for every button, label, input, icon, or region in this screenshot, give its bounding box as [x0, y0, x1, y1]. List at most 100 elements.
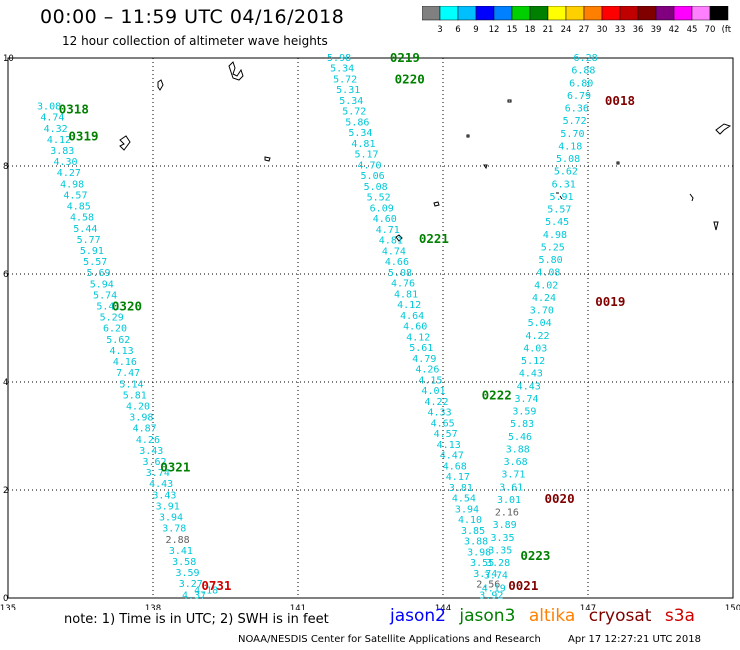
- colorbar-label: 30: [597, 25, 608, 35]
- time-label: 0019: [595, 294, 625, 309]
- swh-value: 5.81: [123, 390, 147, 401]
- swh-value: 5.77: [77, 235, 101, 246]
- sat-s3a: s3a: [664, 606, 695, 626]
- swh-value: 4.20: [126, 401, 150, 412]
- colorbar-label: (ft): [722, 25, 732, 35]
- swh-value: 5.31: [336, 85, 360, 96]
- swh-value: 3.35: [488, 545, 512, 556]
- swh-value: 6.88: [571, 66, 595, 77]
- colorbar-label: 33: [615, 25, 626, 35]
- swh-value: 5.44: [73, 224, 97, 235]
- swh-value: 5.74: [93, 290, 117, 301]
- swh-value: 5.70: [560, 129, 584, 140]
- swh-value: 3.91: [156, 501, 180, 512]
- swh-value: 4.24: [532, 293, 556, 304]
- swh-value: 4.03: [523, 343, 547, 354]
- swh-value: 4.57: [434, 429, 458, 440]
- time-label: 0223: [520, 548, 550, 563]
- island-outline: [483, 164, 488, 170]
- swh-value: 4.15: [418, 375, 442, 386]
- swh-value: 4.60: [403, 322, 427, 333]
- swh-value: 3.70: [530, 306, 554, 317]
- island-outline: [466, 134, 470, 138]
- swh-value: 4.76: [391, 279, 415, 290]
- footer: NOAA/NESDIS Center for Satellite Applica…: [238, 634, 701, 645]
- swh-value: 3.85: [461, 526, 485, 537]
- swh-value: 3.61: [499, 482, 523, 493]
- swh-value: 4.16: [113, 357, 137, 368]
- lat-tick-label: 10: [3, 54, 14, 64]
- swh-value: 4.58: [70, 213, 94, 224]
- swh-value: 5.14: [119, 379, 143, 390]
- colorbar-label: 36: [633, 25, 644, 35]
- swh-value: 4.98: [543, 230, 567, 241]
- swh-value: 4.02: [534, 280, 558, 291]
- sat-jason2: jason2: [390, 606, 446, 626]
- swh-value: 3.88: [464, 537, 488, 548]
- footer-credit: NOAA/NESDIS Center for Satellite Applica…: [238, 634, 541, 645]
- swh-value: 4.47: [440, 451, 464, 462]
- colorbar-label: 9: [473, 25, 478, 35]
- swh-value: 4.22: [525, 331, 549, 342]
- swh-value: 5.98: [327, 53, 351, 64]
- swh-value: 4.87: [133, 424, 157, 435]
- swh-value: 2.88: [166, 535, 190, 546]
- axis-ticks: 135 138 141 144 147 150 0 2 4 6 8 10: [0, 54, 740, 610]
- swh-value: 4.66: [385, 257, 409, 268]
- swh-value: 5.08: [364, 182, 388, 193]
- swh-value: 3.98: [129, 413, 153, 424]
- swh-value: 5.17: [354, 150, 378, 161]
- swh-value: 5.62: [554, 167, 578, 178]
- swh-value: 2.16: [495, 508, 519, 519]
- time-label: 0319: [68, 128, 98, 143]
- swh-value: 3.83: [50, 146, 74, 157]
- track-time-labels: 0318 0319 0320 0321 0731 0219 0220 0221 0222 0223…: [59, 50, 635, 593]
- swh-value: 4.64: [400, 311, 424, 322]
- swh-value: 3.78: [162, 524, 186, 535]
- swh-value: 3.59: [512, 407, 536, 418]
- swh-value: 4.17: [446, 472, 470, 483]
- time-label: 0221: [419, 231, 449, 246]
- page-subtitle: 12 hour collection of altimeter wave hei…: [62, 34, 328, 48]
- swh-value: 4.70: [357, 160, 381, 171]
- swh-value: 4.81: [351, 139, 375, 150]
- satellite-legend: jason2 jason3 altika cryosat s3a: [390, 606, 703, 626]
- colorbar-label: 18: [525, 25, 536, 35]
- swh-value: 5.91: [549, 192, 573, 203]
- colorbar-label: 24: [561, 25, 572, 35]
- island-outline: [616, 161, 620, 165]
- island-outline: [157, 79, 164, 91]
- time-label: 0321: [160, 459, 190, 474]
- swh-value: 5.57: [547, 205, 571, 216]
- swh-value: 4.81: [394, 289, 418, 300]
- swh-value: 4.18: [194, 585, 218, 596]
- lon-tick-label: 147: [580, 604, 596, 610]
- swh-value: 3.74: [515, 394, 539, 405]
- colorbar-label: 27: [579, 25, 590, 35]
- island-outline: [119, 135, 131, 151]
- swh-value: 4.32: [44, 124, 68, 135]
- swh-value: 5.61: [409, 343, 433, 354]
- swh-value: 3.94: [455, 504, 479, 515]
- sat-altika: altika: [528, 606, 576, 626]
- swh-value: 4.12: [397, 300, 421, 311]
- swh-value: 3.55: [470, 558, 494, 569]
- lat-tick-label: 8: [3, 162, 8, 172]
- swh-value: 5.34: [330, 64, 354, 75]
- swh-value: 5.29: [100, 313, 124, 324]
- swh-value: 4.81: [379, 236, 403, 247]
- swh-value: 4.08: [536, 268, 560, 279]
- lat-tick-label: 6: [3, 270, 8, 280]
- swh-value: 4.01: [421, 386, 445, 397]
- swh-value: 3.62: [142, 457, 166, 468]
- swh-value: 4.98: [60, 179, 84, 190]
- lon-tick-label: 150: [725, 604, 740, 610]
- swh-value: 3.74: [146, 468, 170, 479]
- swh-value: 4.43: [149, 479, 173, 490]
- swh-value: 5.46: [508, 432, 532, 443]
- time-label: 0021: [508, 578, 538, 593]
- swh-value: 3.89: [493, 520, 517, 531]
- swh-value: 5.72: [563, 116, 587, 127]
- swh-value: 6.09: [370, 203, 394, 214]
